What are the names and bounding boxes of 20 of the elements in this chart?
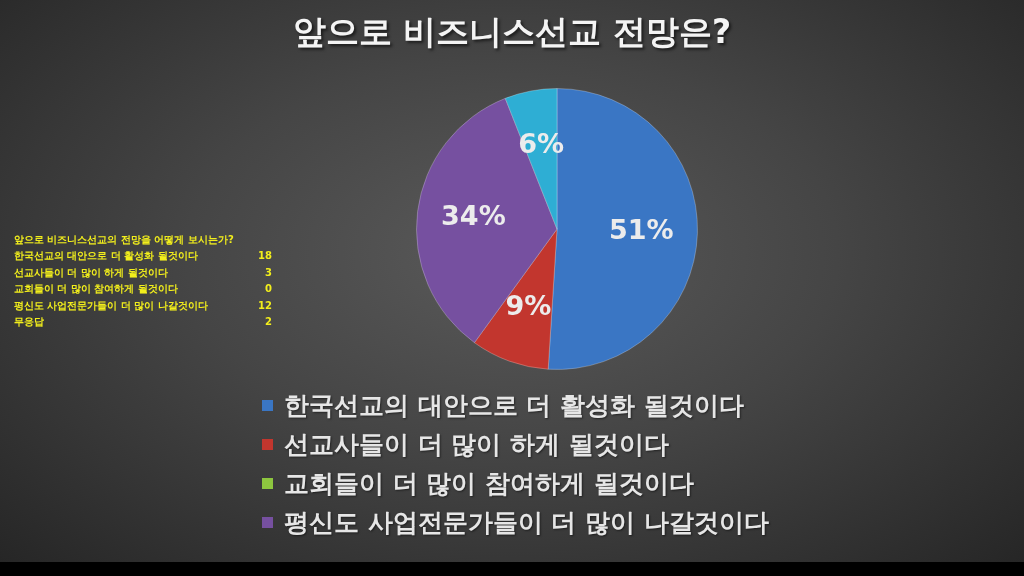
category-label: 무응답 [14, 314, 44, 329]
data-label: 0 [265, 282, 272, 297]
data-label: 2 [265, 314, 272, 329]
slice-label: 한국선교의 대안으로 더 활성화 될것이다 [284, 389, 744, 422]
data-label: 9% [505, 290, 552, 322]
chart-title: 앞으로 비즈니스선교 전망은? [291, 11, 733, 53]
text: 앞으로 비즈니스선교의 전망을 어떻게 보시는가? [14, 233, 234, 247]
data-label: 18 [258, 249, 272, 264]
legend-label: 평신도 사업전문가들이 더 많이 나갈것이다 [284, 506, 769, 539]
category-label: 한국선교의 대안으로 더 활성화 될것이다 [14, 249, 198, 264]
data-label: 3 [265, 265, 272, 280]
data-label: 6% [518, 128, 565, 160]
category-label: 평신도 사업전문가들이 더 많이 나갈것이다 [14, 298, 208, 313]
category-label: 교회들이 더 많이 참여하게 될것이다 [14, 282, 178, 297]
data-label: 51% [608, 213, 674, 245]
legend-label: 교회들이 더 많이 참여하게 될것이다 [284, 467, 694, 500]
category-label: 선교사들이 더 많이 하게 될것이다 [14, 265, 168, 280]
legend-label: 선교사들이 더 많이 하게 될것이다 [284, 428, 669, 461]
data-label: 34% [441, 200, 506, 232]
data-label: 12 [258, 298, 272, 313]
